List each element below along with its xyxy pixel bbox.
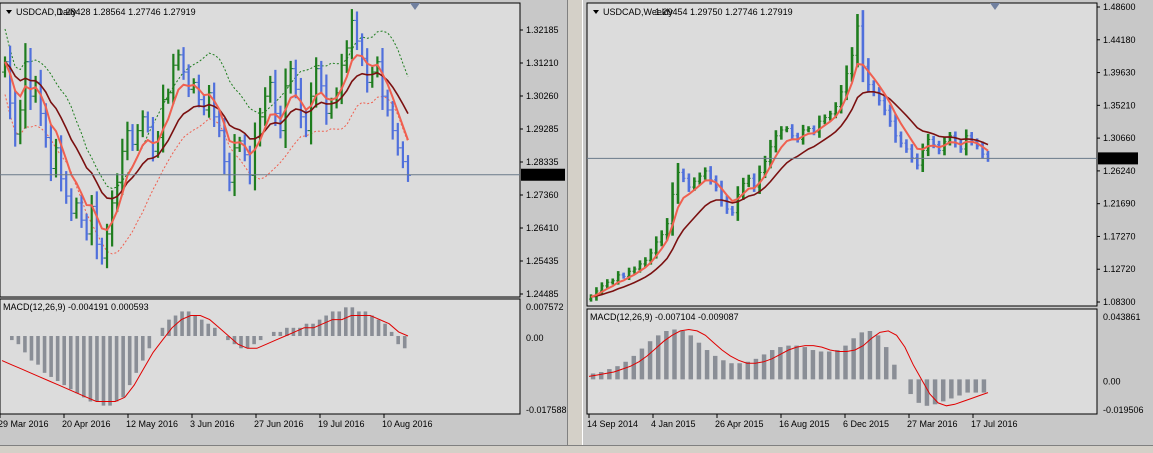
date-axis-label: 27 Mar 2016 [907,419,958,429]
chart-symbol-title: USDCAD,Weekly [603,7,673,17]
macd-signal-line [588,328,989,407]
main-plot-area[interactable] [586,2,1098,307]
macd-scale-label: -0.019506 [1103,405,1144,415]
price-scale-label: 1.21690 [1103,199,1136,209]
moving-average-fast [4,54,409,232]
price-scale-label: 1.32185 [526,25,559,35]
chart-shift-marker-icon[interactable] [990,3,1000,10]
price-scale-label: 1.39630 [1103,68,1136,78]
price-scale-label: 1.28335 [526,157,559,167]
date-axis-label: 27 Jun 2016 [254,419,304,429]
macd-indicator-label: MACD(12,26,9) -0.007104 -0.009087 [590,312,739,322]
price-scale-label: 1.31210 [526,58,559,68]
chart-menu-arrow-icon[interactable] [593,10,599,14]
moving-average-fast [590,62,989,298]
usdcad-daily-chart[interactable]: 1.32185 1.31210 1.30260 1.29285 1.28335 1.273… [0,0,567,445]
date-axis-label: 19 Jul 2016 [318,419,365,429]
macd-scale-label: 0.043861 [1103,312,1141,322]
price-scale-label: 1.35210 [1103,100,1136,110]
price-scale-label: 1.27360 [526,190,559,200]
date-axis-label: 14 Sep 2014 [587,419,638,429]
current-price-tag-label: 1.27919 [1102,153,1135,163]
current-price-tag [1098,152,1138,165]
window-splitter[interactable] [567,0,583,453]
chart-ohlc-values: 1.28428 1.28564 1.27746 1.27919 [58,7,196,17]
left-chart-window[interactable]: 1.32185 1.31210 1.30260 1.29285 1.28335 1.273… [0,0,567,445]
price-scale-label: 1.29285 [526,124,559,134]
date-axis-label: 4 Jan 2015 [651,419,696,429]
moving-average-slow [4,61,409,200]
price-scale-label: 1.44180 [1103,35,1136,45]
date-axis-label: 10 Aug 2016 [382,419,433,429]
date-axis-label: 12 May 2016 [126,419,178,429]
current-price-tag [521,168,565,181]
price-scale-label: 1.30260 [526,91,559,101]
price-scale-label: 1.17270 [1103,231,1136,241]
envelope-lower-line [4,94,409,255]
price-scale-label: 1.12720 [1103,264,1136,274]
price-scale-label: 1.48600 [1103,2,1136,12]
price-scale-label: 1.08300 [1103,297,1136,307]
date-axis-label: 26 Apr 2015 [715,419,764,429]
macd-scale-label: 0.00 [1103,376,1121,386]
price-scale-label: 1.24485 [526,289,559,299]
date-axis-label: 16 Aug 2015 [779,419,830,429]
price-scale-label: 1.30660 [1103,133,1136,143]
moving-average-slow [590,91,989,298]
price-scale-label: 1.25435 [526,256,559,266]
macd-scale-label: 0.00 [526,333,544,343]
date-axis-label: 6 Dec 2015 [843,419,889,429]
price-scale-label: 1.26410 [526,223,559,233]
date-axis-label: 3 Jun 2016 [190,419,235,429]
chart-menu-arrow-icon[interactable] [6,10,12,14]
right-chart-window[interactable]: 1.48600 1.44180 1.39630 1.35210 1.30660 1.262… [583,0,1153,445]
date-axis-label: 20 Apr 2016 [62,419,111,429]
chart-ohlc-values: 1.29454 1.29750 1.27746 1.27919 [655,7,793,17]
macd-signal-line [1,315,409,402]
date-axis-label: 29 Mar 2016 [0,419,49,429]
date-axis-label: 17 Jul 2016 [971,419,1018,429]
chart-symbol-title: USDCAD,Daily [16,7,77,17]
macd-scale-label: 0.007572 [526,302,564,312]
current-price-tag-label: 1.27919 [525,170,558,180]
macd-plot-area[interactable] [0,298,521,415]
macd-indicator-label: MACD(12,26,9) -0.004191 0.000593 [3,302,149,312]
chart-shift-marker-icon[interactable] [410,3,420,10]
price-scale-label: 1.26240 [1103,166,1136,176]
status-bar [0,445,1153,453]
macd-scale-label: -0.017588 [526,405,567,415]
main-plot-area[interactable] [0,2,521,298]
macd-plot-area[interactable] [586,308,1098,415]
usdcad-weekly-chart[interactable]: 1.48600 1.44180 1.39630 1.35210 1.30660 1.262… [583,0,1153,445]
